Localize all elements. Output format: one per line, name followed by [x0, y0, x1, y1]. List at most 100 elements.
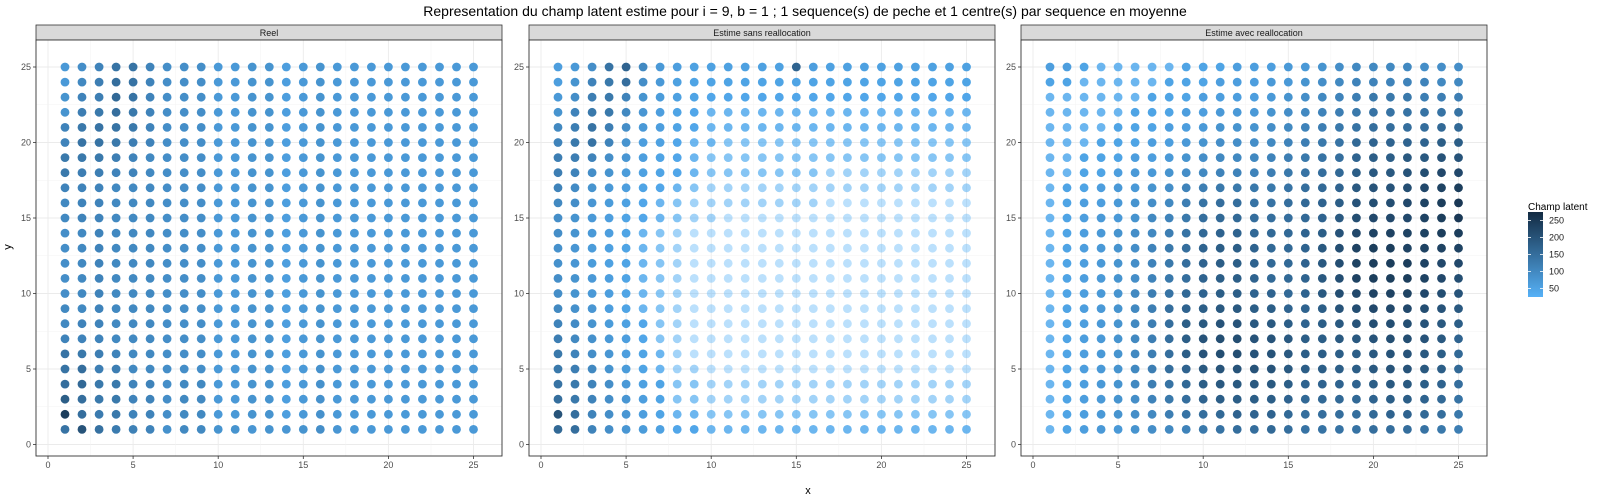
data-point [1062, 319, 1072, 329]
data-point [418, 334, 427, 344]
data-point [1300, 425, 1310, 434]
data-point [298, 394, 308, 404]
data-point [604, 92, 614, 102]
data-point [401, 62, 410, 72]
data-point [77, 364, 87, 374]
data-point [1369, 107, 1378, 117]
data-point [230, 213, 240, 223]
data-point [655, 349, 665, 359]
data-point [808, 409, 818, 419]
x-tick-label: 20 [876, 460, 886, 470]
data-point [332, 228, 342, 238]
data-point [621, 92, 631, 102]
data-point [1198, 274, 1208, 283]
data-point [230, 425, 240, 434]
data-point [706, 92, 716, 102]
data-point [1403, 334, 1412, 344]
data-point [587, 289, 597, 298]
data-point [332, 153, 342, 163]
chart-title: Representation du champ latent estime po… [423, 3, 1187, 19]
data-point [962, 304, 971, 313]
data-point [162, 168, 172, 178]
data-point [435, 228, 444, 238]
data-point [418, 77, 427, 87]
data-point [587, 123, 597, 132]
data-point [384, 334, 393, 344]
data-point [196, 304, 206, 313]
data-point [179, 228, 189, 238]
data-point [298, 379, 308, 389]
data-point [791, 123, 801, 132]
data-point [230, 289, 240, 298]
data-point [401, 92, 410, 102]
data-point [808, 379, 818, 389]
data-point [843, 77, 852, 87]
data-point [60, 213, 70, 223]
data-point [962, 258, 971, 268]
data-point [1062, 425, 1072, 434]
data-point [1352, 334, 1361, 344]
data-point [452, 394, 461, 404]
data-point [1335, 107, 1344, 117]
data-point [1352, 107, 1361, 117]
data-point [1335, 364, 1344, 374]
data-point [1403, 425, 1412, 434]
data-point [332, 138, 342, 147]
data-point [264, 349, 274, 359]
data-point [672, 425, 682, 434]
data-point [1437, 349, 1446, 359]
data-point [723, 289, 733, 298]
data-point [825, 228, 835, 238]
data-point [196, 379, 206, 389]
data-point [757, 364, 767, 374]
data-point [1420, 394, 1429, 404]
data-point [60, 153, 70, 163]
data-point [1386, 77, 1395, 87]
data-point [162, 409, 172, 419]
data-point [452, 274, 461, 283]
data-point [1369, 274, 1378, 283]
data-point [1454, 213, 1463, 223]
data-point [1113, 274, 1123, 283]
data-point [962, 394, 971, 404]
data-point [1420, 274, 1429, 283]
data-point [1454, 304, 1463, 313]
data-point [553, 319, 563, 329]
data-point [1386, 228, 1395, 238]
data-point [1130, 409, 1140, 419]
data-point [435, 274, 444, 283]
data-point [1113, 138, 1123, 147]
data-point [367, 379, 376, 389]
data-point [1454, 183, 1463, 193]
data-point [894, 394, 903, 404]
data-point [315, 213, 325, 223]
data-point [469, 364, 478, 374]
data-point [791, 364, 801, 374]
data-point [1045, 138, 1055, 147]
data-point [128, 213, 138, 223]
data-point [367, 258, 376, 268]
data-point [638, 213, 648, 223]
data-point [638, 425, 648, 434]
data-point [77, 425, 87, 434]
data-point [128, 304, 138, 313]
data-point [179, 364, 189, 374]
data-point [350, 138, 359, 147]
data-point [469, 379, 478, 389]
data-point [604, 349, 614, 359]
data-point [350, 213, 359, 223]
data-point [655, 304, 665, 313]
panel-label: Estime sans reallocation [713, 28, 811, 38]
data-point [1062, 62, 1072, 72]
data-point [1437, 319, 1446, 329]
data-point [740, 213, 750, 223]
data-point [911, 319, 920, 329]
data-point [452, 107, 461, 117]
data-point [1215, 243, 1225, 253]
data-point [825, 153, 835, 163]
data-point [1420, 425, 1429, 434]
data-point [621, 349, 631, 359]
data-point [877, 168, 886, 178]
data-point [60, 77, 70, 87]
data-point [418, 379, 427, 389]
